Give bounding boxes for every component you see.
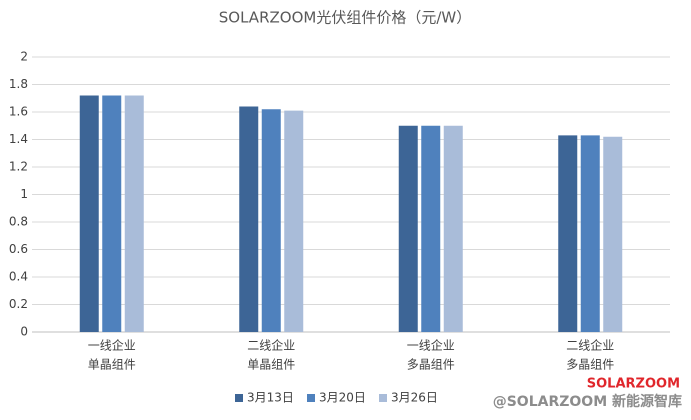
y-tick-label: 1 [20, 187, 28, 201]
x-tick-label: 一线企业 [407, 338, 455, 353]
bar [421, 125, 441, 332]
y-tick-label: 2 [20, 50, 28, 64]
bar [284, 110, 304, 332]
y-tick-label: 0 [20, 325, 28, 339]
legend-label: 3月26日 [391, 391, 438, 405]
watermark-source: @SOLARZOOM 新能源智库 [493, 393, 682, 410]
bar [558, 135, 578, 332]
watermark-brand: SOLARZOOM [587, 377, 680, 392]
y-tick-label: 1.8 [9, 77, 28, 91]
x-tick-label: 多晶组件 [566, 358, 614, 372]
x-tick-label: 二线企业 [566, 338, 614, 353]
legend-label: 3月20日 [319, 391, 366, 405]
bar [124, 95, 144, 332]
x-tick-label: 单晶组件 [88, 358, 136, 372]
y-tick-label: 0.8 [9, 215, 28, 229]
y-tick-label: 0.6 [9, 242, 28, 256]
bar [102, 95, 122, 332]
bar [398, 125, 418, 332]
bar [239, 106, 259, 332]
chart-title: SOLARZOOM光伏组件价格（元/W） [219, 9, 471, 27]
x-tick-label: 二线企业 [247, 338, 295, 353]
bar [79, 95, 99, 332]
x-tick-label: 一线企业 [88, 338, 136, 353]
y-tick-label: 1.2 [9, 160, 28, 174]
bar [580, 135, 600, 332]
bar [603, 136, 623, 332]
y-tick-label: 1.6 [9, 105, 28, 119]
y-tick-label: 0.4 [9, 270, 28, 284]
bar [261, 109, 281, 332]
legend-swatch [307, 394, 315, 402]
legend-swatch [235, 394, 243, 402]
y-tick-label: 1.4 [9, 132, 28, 146]
legend-label: 3月13日 [247, 391, 294, 405]
bar [443, 125, 463, 332]
legend-swatch [379, 394, 387, 402]
y-tick-label: 0.2 [9, 297, 28, 311]
x-tick-label: 多晶组件 [407, 358, 455, 372]
x-tick-label: 单晶组件 [247, 358, 295, 372]
